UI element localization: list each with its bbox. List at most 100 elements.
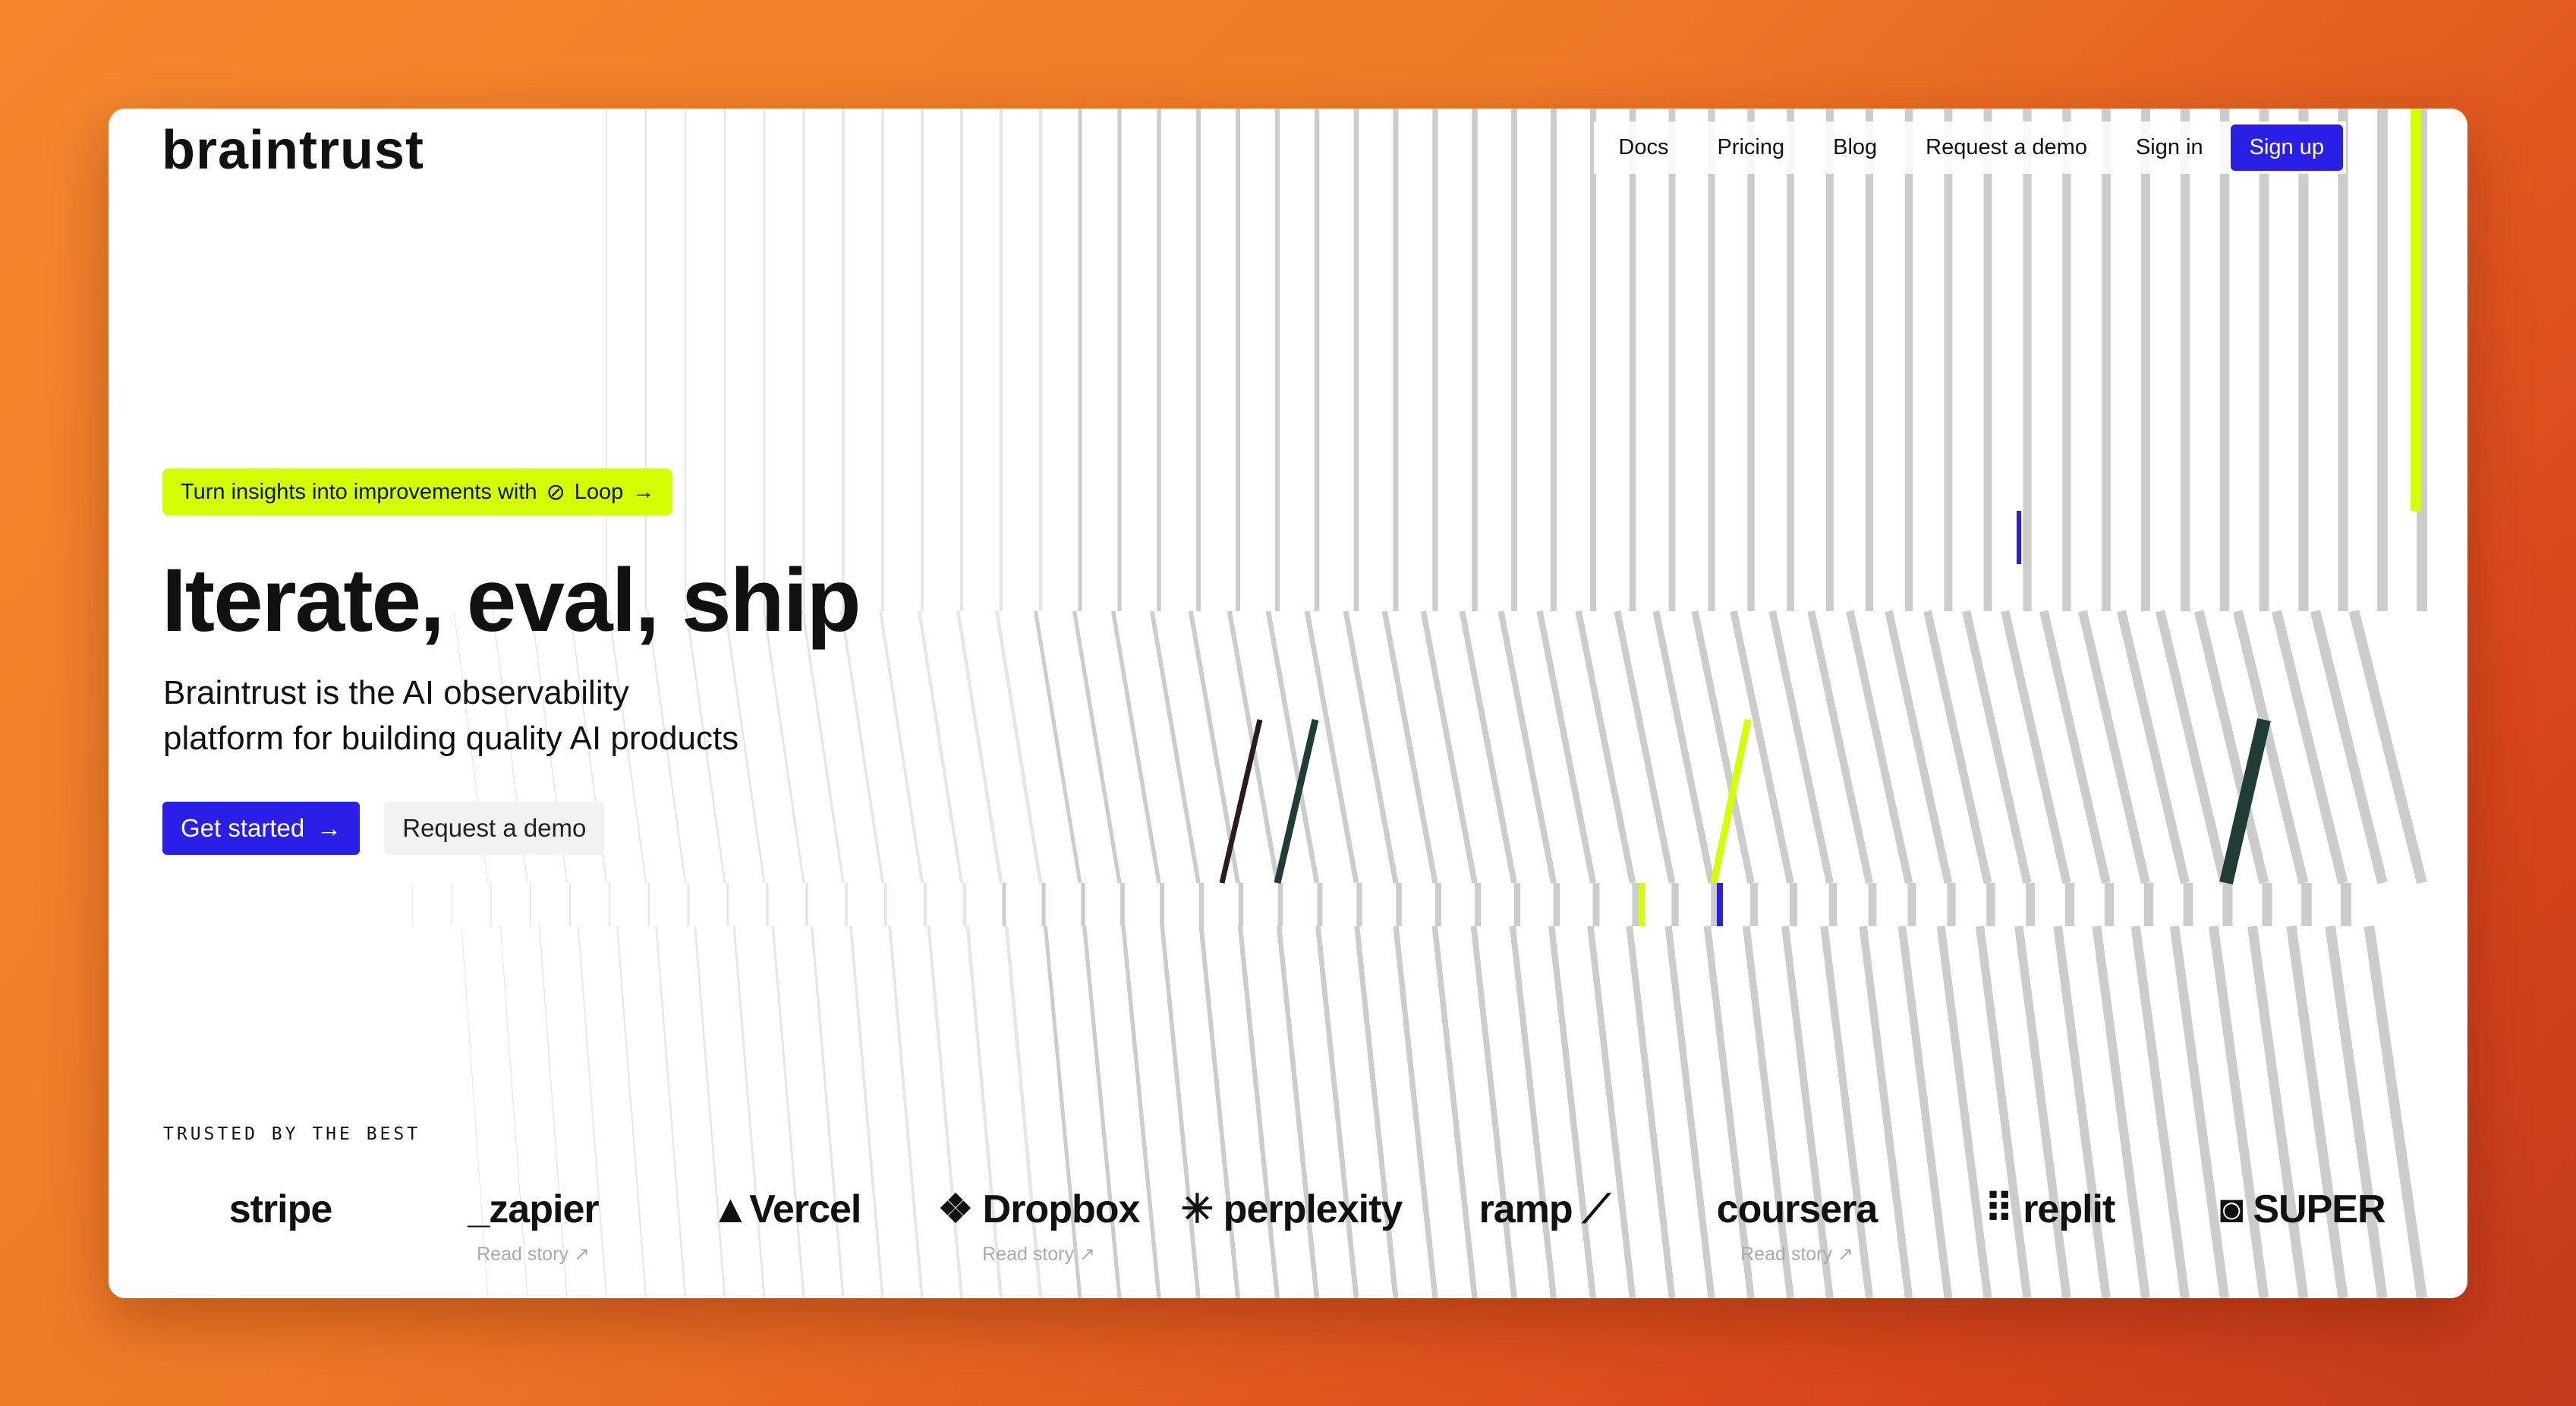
stripe-line [2117,610,2190,884]
stripe-line [2014,925,2071,1298]
stripe-line [840,610,884,884]
stripe-line [1781,925,1834,1298]
logo-name: ❖ Dropbox [937,1187,1141,1231]
stripe-line [1265,610,1320,884]
nav-pricing[interactable]: Pricing [1717,135,1785,159]
arrow-right-icon: → [316,814,342,842]
stripe-line [461,925,489,1298]
stripe-line [2078,610,2150,884]
stripe-line [1548,925,1597,1298]
accent-stripe [2219,717,2271,885]
stripe-line [1652,610,1715,884]
stripe-line [1082,925,1122,1298]
stripe-line [965,925,1003,1298]
stripe-line [763,610,805,884]
stripe-line [994,610,1043,884]
stripe-line [771,925,805,1298]
get-started-button[interactable]: Get started → [162,802,361,855]
stripe-line [1626,925,1676,1298]
stripe-line [1393,925,1438,1298]
stripe-background [411,109,2427,1298]
stripe-line [1304,610,1359,884]
logo-name: ✳ perplexity [1180,1187,1403,1231]
stripe-line [655,925,687,1298]
logo-name: coursera [1716,1187,1878,1231]
stripe-line [1110,610,1161,884]
read-story-link[interactable]: Read story ↗ [1740,1244,1853,1265]
stripe-line [1354,925,1399,1298]
accent-stripe [1274,718,1319,884]
stripe-line [2208,925,2269,1298]
stripe-line [1459,610,1517,884]
nav-blog[interactable]: Blog [1833,135,1878,159]
customer-logo[interactable]: coursera Read story ↗ [1671,1187,1923,1266]
stripe-line [2271,610,2348,884]
customer-logo: ▲Vercel [660,1187,912,1266]
loop-banner[interactable]: Turn insights into improvements with ⊘ L… [162,468,673,515]
stripe-line [1975,925,2032,1298]
read-story-link[interactable]: Read story ↗ [477,1244,590,1265]
stripe-line [2286,925,2348,1298]
stripe-line [2092,925,2150,1298]
stripe-line [956,610,1003,884]
stripe-line [2193,610,2269,884]
sign-up-button[interactable]: Sign up [2230,125,2343,171]
read-story-link[interactable]: Read story ↗ [982,1244,1095,1265]
stripe-line [1072,610,1122,884]
stripe-line [1742,925,1794,1298]
stripe-line [2247,925,2309,1298]
stripe-line [879,610,924,884]
stripe-line [2232,610,2309,884]
stripe-line [499,925,528,1298]
stripe-line [647,610,687,884]
stripe-line [1381,610,1438,884]
logo-name: ramp ⟋ [1479,1187,1610,1231]
get-started-label: Get started [181,814,305,842]
subtitle-line: Braintrust is the AI observability [163,674,629,711]
stripe-line [1033,610,1082,884]
stripe-line [732,925,766,1298]
customer-logos: stripe _zapier Read story ↗ ▲Vercel ❖ Dropbo… [154,1187,2467,1266]
stripe-line [2053,925,2111,1298]
subtitle-line: platform for building quality AI product… [163,720,739,757]
stripe-line [1575,610,1636,884]
stripe-line [2001,610,2071,884]
stripe-line [1664,925,1715,1298]
stripe-line [888,925,924,1298]
stripe-line [1420,610,1478,884]
logo-name: ◙ SUPER [2219,1187,2385,1231]
stripe-line [538,925,568,1298]
stripe-line [1315,925,1359,1298]
request-demo-button[interactable]: Request a demo [384,802,605,855]
brand-logo[interactable]: braintrust [162,120,425,181]
customer-logo[interactable]: ❖ Dropbox Read story ↗ [912,1187,1165,1266]
stripe-line [1885,610,1953,884]
hero-card: braintrust Docs Pricing Blog Request a d… [109,109,2467,1298]
stripe-line [2348,610,2427,884]
nav-docs[interactable]: Docs [1618,135,1669,159]
stripe-line [2039,610,2111,884]
customer-logo[interactable]: _zapier Read story ↗ [407,1187,660,1266]
accent-stripe [1710,719,1752,884]
stripe-line [1703,925,1755,1298]
nav-sign-in[interactable]: Sign in [2135,135,2203,159]
nav-request-demo[interactable]: Request a demo [1926,135,2087,159]
logo-name: _zapier [468,1187,599,1231]
stripe-line [1343,610,1399,884]
trusted-label: TRUSTED BY THE BEST [163,1124,421,1144]
stripe-line [694,925,726,1298]
stripe-line [685,610,726,884]
stripe-line [2325,925,2388,1298]
stripe-line [1043,925,1082,1298]
stripe-line [1962,610,2032,884]
loop-icon: ⊘ [546,479,565,505]
arrow-right-icon: → [632,479,655,504]
stripe-line [1121,925,1161,1298]
stripe-line [1859,925,1913,1298]
accent-stripe [1219,719,1263,884]
stripe-line [577,925,607,1298]
stripe-line [608,610,647,884]
stripe-line [1846,610,1913,884]
customer-logo: ramp ⟋ [1418,1187,1671,1266]
stripe-line [1276,925,1320,1298]
